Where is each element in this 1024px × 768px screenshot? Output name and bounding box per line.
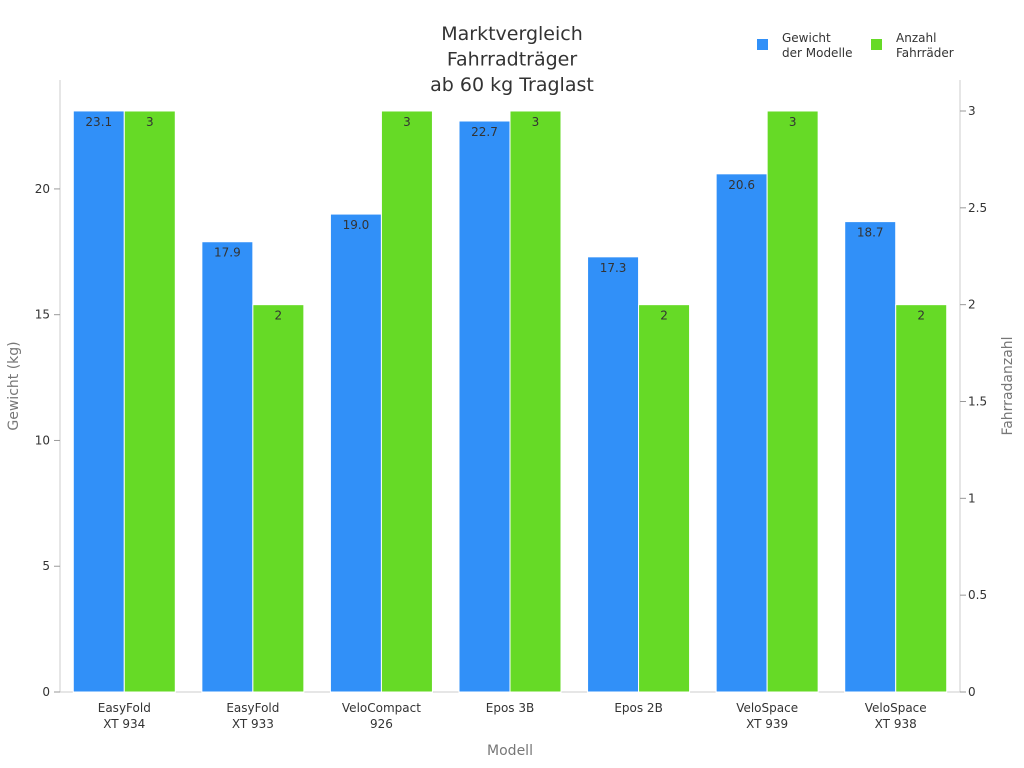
data-label: 22.7 <box>471 125 498 139</box>
chart-title-line: Marktvergleich <box>441 23 583 45</box>
y2-tick-label: 1 <box>968 491 976 505</box>
x-tick-label: 926 <box>370 717 393 731</box>
x-tick-label: XT 939 <box>746 717 788 731</box>
y-tick-label: 5 <box>42 559 50 573</box>
x-tick-label: EasyFold <box>226 701 279 715</box>
y-tick-label: 15 <box>35 308 50 322</box>
bar-gewicht <box>587 256 640 693</box>
x-tick-label: EasyFold <box>98 701 151 715</box>
data-label: 23.1 <box>85 115 112 129</box>
x-tick-label: XT 933 <box>232 717 274 731</box>
legend-label: Gewicht <box>782 31 831 45</box>
data-label: 20.6 <box>728 178 755 192</box>
x-tick-label: Epos 3B <box>486 701 534 715</box>
data-label: 2 <box>917 309 925 323</box>
chart-title: Marktvergleich Fahrradträger ab 60 kg Trag… <box>430 23 594 96</box>
y-tick-label: 20 <box>35 182 50 196</box>
chart-title-line: Fahrradträger <box>447 49 578 71</box>
y-tick-label: 0 <box>42 685 50 699</box>
data-label: 3 <box>532 115 540 129</box>
legend-label: Anzahl <box>896 31 936 45</box>
data-label: 17.9 <box>214 246 241 260</box>
y2-tick-label: 0.5 <box>968 588 987 602</box>
x-tick-label: XT 934 <box>103 717 145 731</box>
y-axis-title: Gewicht (kg) <box>6 341 22 430</box>
x-tick-label: Epos 2B <box>614 701 662 715</box>
bar-anzahl <box>123 110 176 693</box>
bar-anzahl <box>380 110 433 693</box>
data-label: 3 <box>146 115 154 129</box>
bar-anzahl <box>509 110 562 693</box>
bars <box>72 110 948 693</box>
bar-gewicht <box>844 221 897 693</box>
data-label: 18.7 <box>857 226 884 240</box>
bar-anzahl <box>766 110 819 693</box>
x-tick-label: XT 938 <box>875 717 917 731</box>
y-tick-label: 10 <box>35 433 50 447</box>
bar-gewicht <box>201 241 254 693</box>
data-label: 3 <box>403 115 411 129</box>
y2-tick-label: 2 <box>968 298 976 312</box>
y2-tick-label: 3 <box>968 104 976 118</box>
bar-anzahl <box>252 304 305 693</box>
data-label: 2 <box>660 309 668 323</box>
bar-anzahl <box>895 304 948 693</box>
y2-axis-title: Fahrradanzahl <box>1000 336 1016 435</box>
bar-gewicht <box>458 120 511 693</box>
x-axis-title: Modell <box>487 743 533 759</box>
x-tick-label: VeloSpace <box>736 701 798 715</box>
bar-gewicht <box>72 110 125 693</box>
data-label: 19.0 <box>343 218 370 232</box>
data-labels: 23.1 3 17.9 2 19.0 3 22.7 3 17.3 2 20.6 3 18.7 2 <box>85 115 925 323</box>
bar-gewicht <box>715 173 768 693</box>
bar-gewicht <box>329 213 382 693</box>
x-tick-label: VeloSpace <box>865 701 927 715</box>
data-label: 17.3 <box>600 261 627 275</box>
legend-label: Fahrräder <box>896 46 954 60</box>
x-tick-label: VeloCompact <box>342 701 421 715</box>
legend-label: der Modelle <box>782 46 853 60</box>
legend-swatch <box>757 39 768 50</box>
legend-swatch <box>871 39 882 50</box>
y2-tick-label: 1.5 <box>968 394 987 408</box>
y2-tick-label: 0 <box>968 685 976 699</box>
data-label: 2 <box>275 309 283 323</box>
data-label: 3 <box>789 115 797 129</box>
axes: 0 5 10 15 20 0 0.5 1 1.5 2 2.5 3 EasyFold XT 934 EasyF… <box>6 80 1016 759</box>
y2-tick-label: 2.5 <box>968 201 987 215</box>
chart-title-line: ab 60 kg Traglast <box>430 74 594 96</box>
bar-anzahl <box>638 304 691 693</box>
